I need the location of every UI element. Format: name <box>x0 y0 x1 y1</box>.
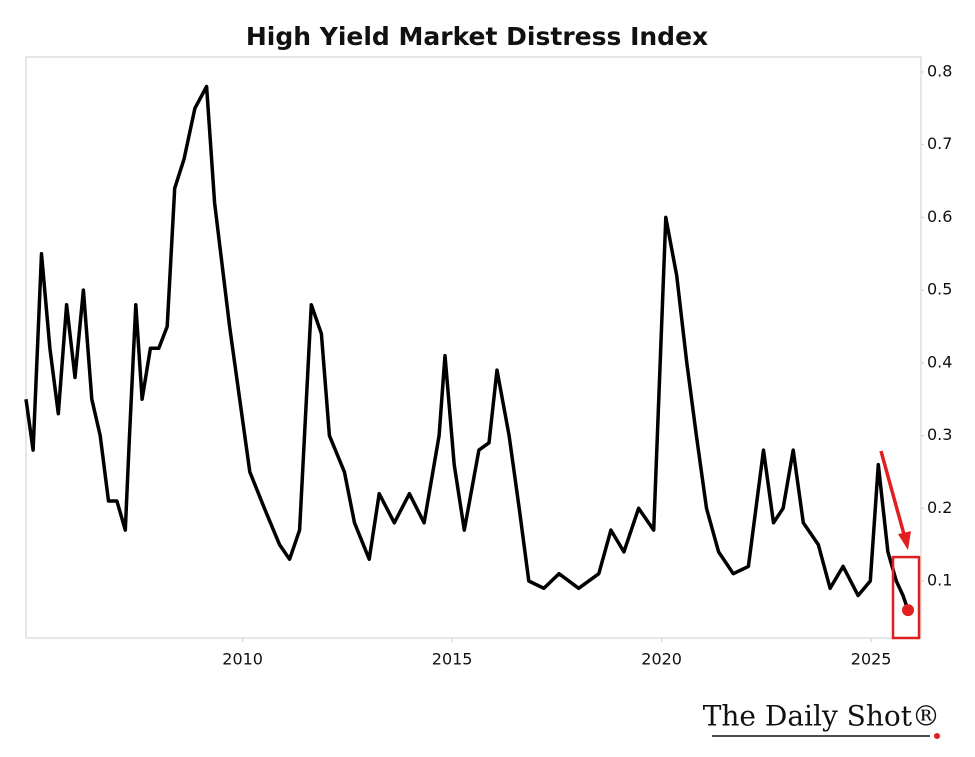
brand-dot <box>934 733 940 739</box>
x-tick-label: 2010 <box>222 650 263 669</box>
y-tick-label: 0.1 <box>927 570 952 589</box>
highlight-box <box>891 555 921 640</box>
y-tick-label: 0.8 <box>927 61 952 80</box>
highlight-arrowhead <box>898 531 912 551</box>
y-tick-label: 0.7 <box>927 134 952 153</box>
y-tick-label: 0.3 <box>927 425 952 444</box>
y-tick-label: 0.5 <box>927 280 952 299</box>
x-tick-label: 2025 <box>851 650 892 669</box>
chart-title: High Yield Market Distress Index <box>246 22 708 51</box>
x-tick-label: 2020 <box>641 650 682 669</box>
x-tick-label: 2015 <box>432 650 473 669</box>
highlight-arrow <box>879 450 907 539</box>
y-tick-label: 0.6 <box>927 207 952 226</box>
y-tick-label: 0.4 <box>927 352 952 371</box>
plot-frame <box>25 56 922 639</box>
last-point <box>902 604 915 617</box>
series-line <box>24 84 910 611</box>
brand-logo: The Daily Shot® <box>703 700 940 733</box>
y-tick-label: 0.2 <box>927 498 952 517</box>
